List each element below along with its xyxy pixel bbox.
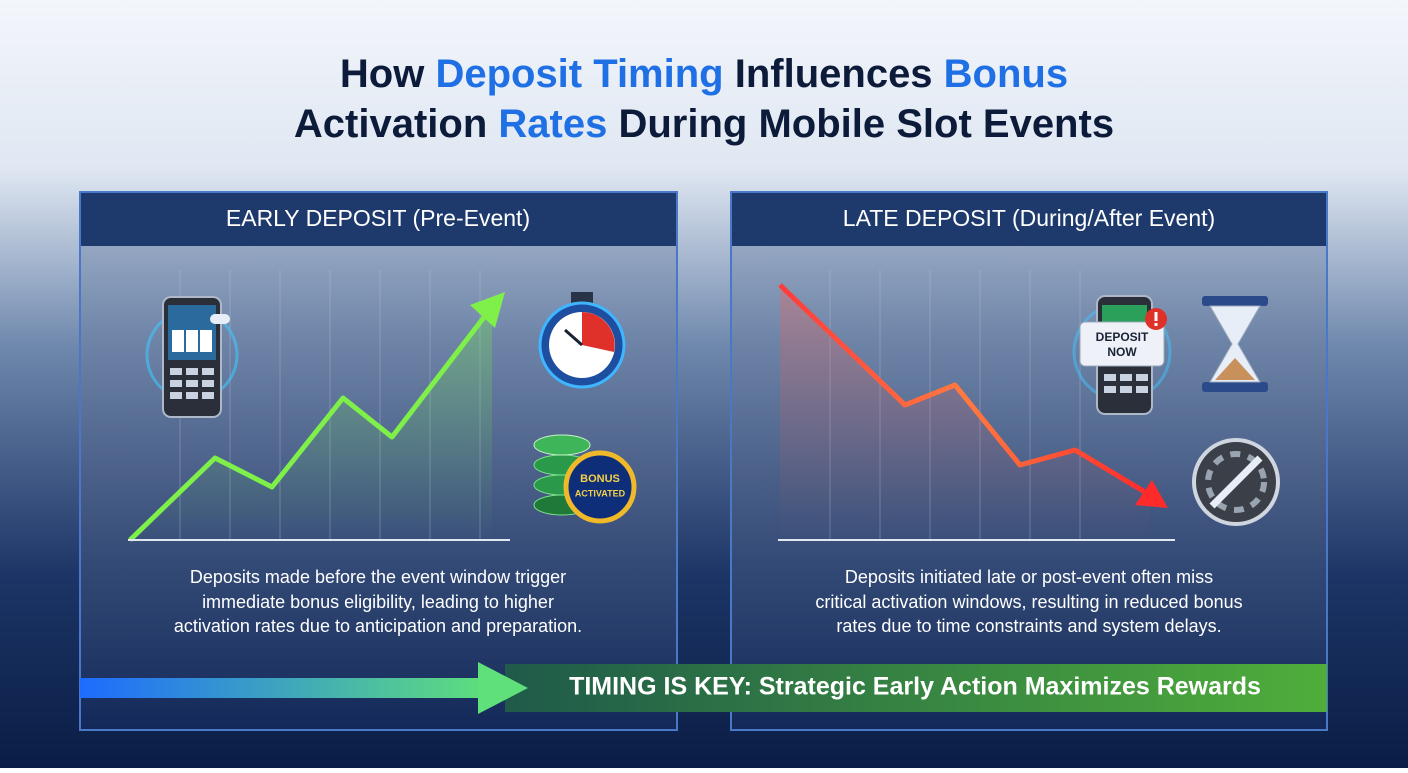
panel-header (732, 193, 1326, 246)
banner-arrow (80, 678, 490, 698)
stopwatch-icon (538, 292, 626, 389)
badge-text: DEPOSIT (1096, 330, 1149, 344)
trend-area (130, 310, 492, 540)
description: critical activation windows, resulting i… (815, 592, 1242, 612)
title-line: How Deposit Timing Influences Bonus (340, 52, 1068, 96)
badge-text: BONUS (580, 473, 620, 485)
description: activation rates due to anticipation and… (174, 616, 582, 636)
title-segment: How (340, 52, 436, 96)
bonus-chips-icon: BONUS ACTIVATED (533, 434, 637, 524)
title-segment: Bonus (944, 52, 1068, 96)
panel-late: LATE DEPOSIT (During/After Event) DEPOSI… (730, 191, 1328, 731)
blocked-chip-icon (1192, 438, 1280, 526)
trend-area (780, 285, 1150, 540)
banner: TIMING IS KEY: Strategic Early Action Ma… (80, 662, 1327, 714)
badge-text: ACTIVATED (575, 488, 626, 498)
trend-arrowhead (1135, 480, 1168, 508)
description: rates due to time constraints and system… (836, 616, 1221, 636)
panel-header-text: LATE DEPOSIT (During/After Event) (843, 205, 1215, 231)
panel-header (81, 193, 676, 246)
title-segment: Activation (294, 102, 498, 146)
badge-text: NOW (1107, 345, 1137, 359)
phone-icon (145, 296, 239, 418)
phone-icon: DEPOSIT NOW (1072, 295, 1172, 415)
banner-box (505, 664, 1327, 712)
title-segment: Rates (498, 102, 607, 146)
panel-early: EARLY DEPOSIT (Pre-Event) (79, 191, 678, 731)
title-segment: Deposit Timing (435, 52, 723, 96)
description: immediate bonus eligibility, leading to … (202, 592, 554, 612)
title-segment: Influences (724, 52, 944, 96)
banner-text: TIMING IS KEY: Strategic Early Action Ma… (569, 673, 1261, 701)
title-line: Activation Rates During Mobile Slot Even… (294, 102, 1114, 146)
description: Deposits made before the event window tr… (190, 567, 566, 587)
hourglass-icon (1202, 296, 1268, 392)
title-segment: During Mobile Slot Events (607, 102, 1114, 146)
trend-line (128, 310, 490, 542)
panel-header-text: EARLY DEPOSIT (Pre-Event) (226, 205, 530, 231)
description: Deposits initiated late or post-event of… (845, 567, 1213, 587)
trend-arrowhead (470, 292, 505, 328)
banner-arrowhead (478, 662, 528, 714)
trend-line (778, 283, 1152, 498)
